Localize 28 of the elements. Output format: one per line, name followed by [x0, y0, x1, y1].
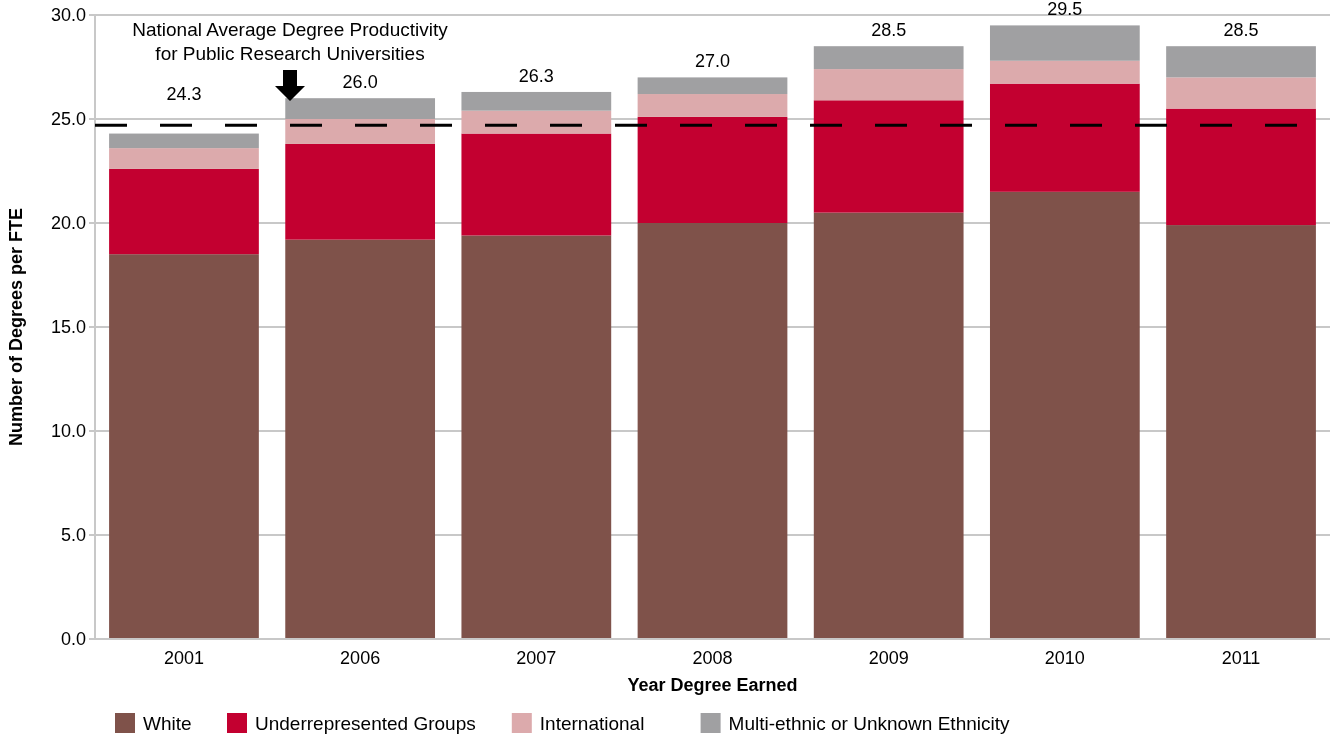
y-tick-label: 15.0 — [50, 317, 86, 338]
total-label: 27.0 — [694, 51, 731, 72]
x-tick-label: 2008 — [692, 648, 733, 668]
y-tick-label: 25.0 — [50, 109, 86, 130]
x-tick-label: 2001 — [163, 648, 204, 668]
x-tick-label: 2009 — [868, 648, 909, 668]
annotation: National Average Degree Productivity for Public Research Universities — [132, 19, 449, 64]
x-tick-label: 2006 — [340, 648, 381, 668]
total-label: 29.5 — [1047, 0, 1083, 20]
total-label: 26.0 — [342, 72, 378, 93]
total-label: 26.3 — [518, 65, 554, 86]
total-label: 28.5 — [871, 20, 907, 41]
x-tick-label: 2010 — [1044, 648, 1085, 668]
x-tick-label: 2007 — [516, 648, 557, 668]
y-tick-label: 30.0 — [50, 5, 86, 26]
x-tick-label: 2011 — [1221, 648, 1261, 668]
y-tick-label: 0.0 — [60, 629, 86, 650]
legend-label: Multi-ethnic or Unknown Ethnicity — [728, 713, 1010, 734]
legend-label: International — [539, 713, 645, 734]
y-tick-label: 20.0 — [50, 213, 86, 234]
total-label: 24.3 — [166, 83, 202, 104]
x-axis-title: Year Degree Earned — [627, 675, 798, 695]
total-label: 28.5 — [1223, 20, 1259, 41]
y-tick-label: 5.0 — [60, 525, 86, 546]
y-tick-label: 10.0 — [50, 421, 86, 442]
legend-label: White — [143, 713, 192, 734]
legend-label: Underrepresented Groups — [255, 713, 476, 734]
y-axis-title: Number of Degrees per FTE — [6, 207, 26, 447]
